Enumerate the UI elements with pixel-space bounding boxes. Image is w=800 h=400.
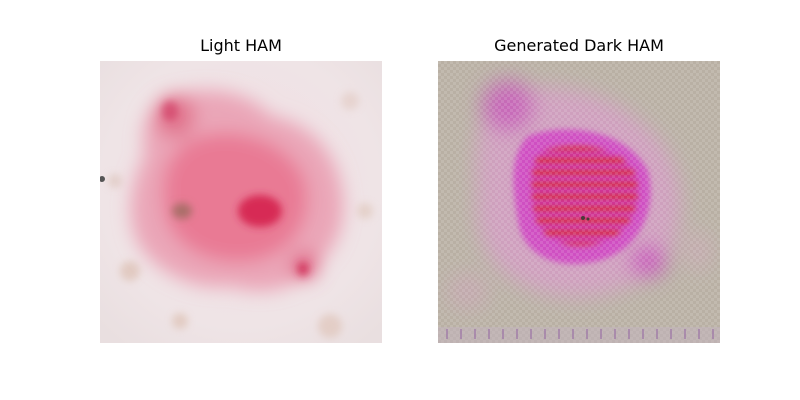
light-ham-image: [100, 61, 382, 343]
generated-dark-ham-image: [438, 61, 720, 343]
left-panel-title: Light HAM: [200, 36, 282, 55]
right-panel-title: Generated Dark HAM: [494, 36, 664, 55]
